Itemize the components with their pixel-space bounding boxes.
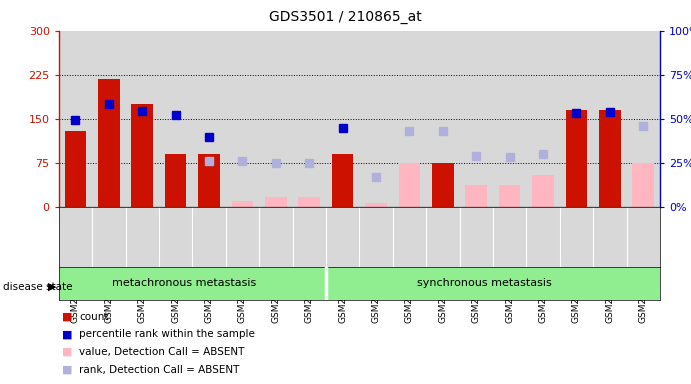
Bar bbox=[226, 31, 259, 207]
Bar bbox=[599, 110, 621, 207]
Text: count: count bbox=[79, 312, 109, 322]
Bar bbox=[392, 31, 426, 207]
Bar bbox=[299, 197, 320, 207]
Bar bbox=[460, 31, 493, 207]
Bar bbox=[231, 202, 254, 207]
Bar bbox=[92, 31, 126, 207]
Text: ■: ■ bbox=[62, 312, 73, 322]
Bar bbox=[198, 154, 220, 207]
Bar bbox=[632, 163, 654, 207]
Text: ■: ■ bbox=[62, 347, 73, 357]
Text: disease state: disease state bbox=[3, 282, 73, 292]
Bar bbox=[59, 31, 92, 207]
Bar bbox=[532, 175, 554, 207]
Bar bbox=[499, 185, 520, 207]
Bar bbox=[131, 104, 153, 207]
Bar bbox=[159, 31, 192, 207]
Text: ■: ■ bbox=[62, 365, 73, 375]
Bar bbox=[359, 31, 392, 207]
Bar bbox=[332, 154, 354, 207]
Bar bbox=[265, 197, 287, 207]
Bar bbox=[292, 31, 326, 207]
Bar bbox=[259, 31, 292, 207]
Bar bbox=[98, 79, 120, 207]
Bar bbox=[326, 31, 359, 207]
Text: percentile rank within the sample: percentile rank within the sample bbox=[79, 329, 256, 339]
Bar bbox=[627, 31, 660, 207]
Text: ■: ■ bbox=[62, 329, 73, 339]
Bar bbox=[565, 110, 587, 207]
Text: metachronous metastasis: metachronous metastasis bbox=[112, 278, 256, 288]
Text: GDS3501 / 210865_at: GDS3501 / 210865_at bbox=[269, 10, 422, 23]
Bar bbox=[365, 203, 387, 207]
Bar bbox=[593, 31, 627, 207]
Bar bbox=[399, 163, 420, 207]
Bar bbox=[465, 185, 487, 207]
Bar bbox=[164, 154, 187, 207]
Bar bbox=[64, 131, 86, 207]
Bar bbox=[560, 31, 593, 207]
Bar bbox=[493, 31, 527, 207]
Text: rank, Detection Call = ABSENT: rank, Detection Call = ABSENT bbox=[79, 365, 240, 375]
Bar bbox=[426, 31, 460, 207]
Bar bbox=[192, 31, 226, 207]
Text: value, Detection Call = ABSENT: value, Detection Call = ABSENT bbox=[79, 347, 245, 357]
Text: synchronous metastasis: synchronous metastasis bbox=[417, 278, 552, 288]
Text: ▶: ▶ bbox=[48, 282, 57, 292]
Bar bbox=[126, 31, 159, 207]
Bar bbox=[432, 163, 454, 207]
Bar bbox=[527, 31, 560, 207]
